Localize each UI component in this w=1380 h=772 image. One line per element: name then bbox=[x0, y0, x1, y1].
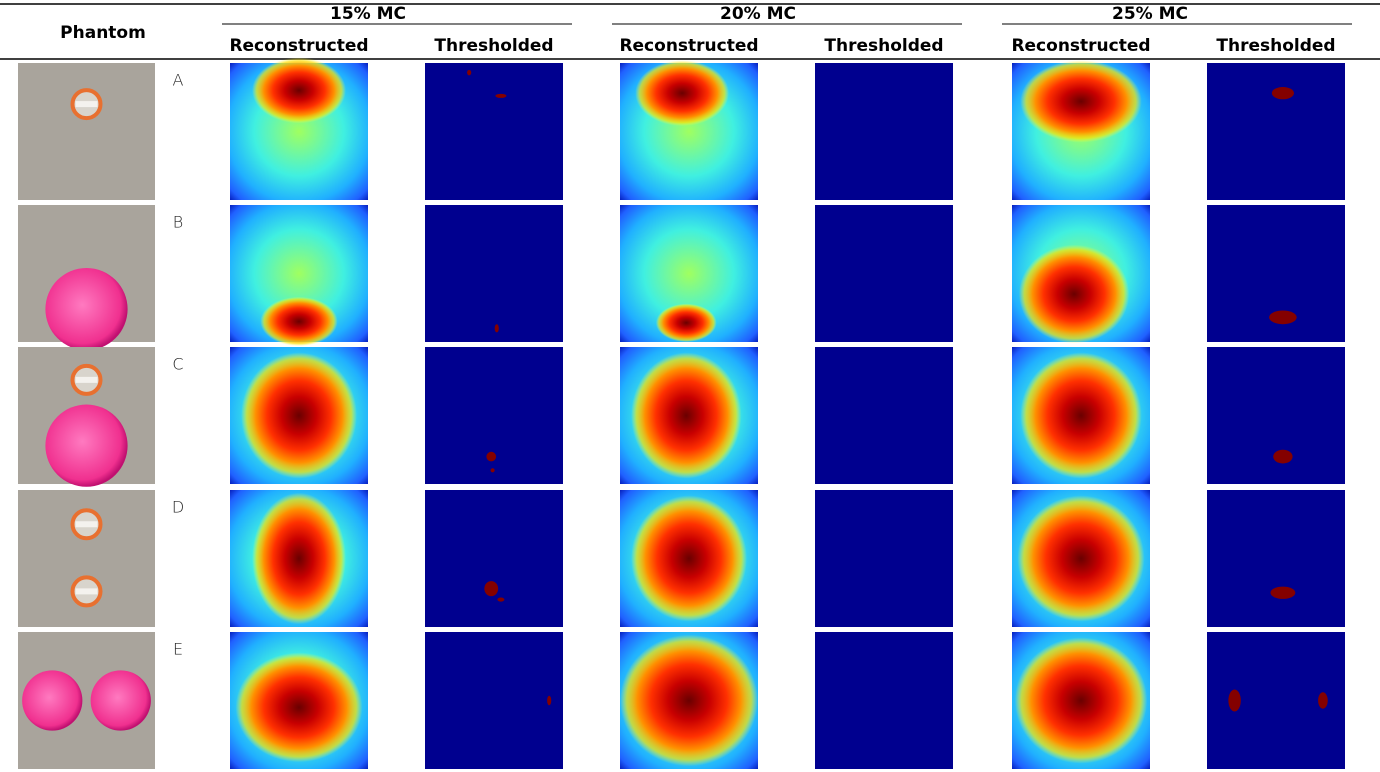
hot-region bbox=[1020, 352, 1141, 478]
row-label: A bbox=[173, 71, 184, 90]
thresholded-image bbox=[425, 347, 563, 484]
hot-region bbox=[260, 297, 337, 346]
thresholded-image bbox=[815, 347, 953, 484]
threshold-spot bbox=[1318, 692, 1328, 708]
threshold-spot bbox=[547, 696, 551, 706]
row-label: C bbox=[172, 355, 183, 374]
threshold-spot bbox=[497, 598, 504, 602]
row-label: E bbox=[173, 640, 183, 659]
sub-header: Thresholded bbox=[434, 36, 553, 56]
hot-region bbox=[631, 352, 741, 478]
container-label bbox=[76, 377, 98, 383]
container-label bbox=[76, 588, 98, 594]
phantom-photo bbox=[18, 63, 155, 200]
threshold-spot bbox=[484, 581, 498, 596]
hot-region bbox=[252, 58, 346, 124]
cells bbox=[18, 58, 1345, 769]
thresholded-image bbox=[815, 205, 953, 342]
threshold-spot bbox=[1273, 450, 1292, 464]
thresholded-image bbox=[1207, 63, 1345, 200]
sub-header: Reconstructed bbox=[1011, 36, 1150, 56]
hot-region bbox=[635, 60, 729, 126]
thresholded-image bbox=[1207, 490, 1345, 627]
hot-region bbox=[236, 653, 363, 763]
thresholded-image bbox=[815, 63, 953, 200]
hot-region bbox=[1015, 637, 1147, 763]
threshold-spot bbox=[1269, 310, 1297, 324]
threshold-spot bbox=[1270, 587, 1295, 599]
sub-header: Reconstructed bbox=[229, 36, 368, 56]
thresholded-image bbox=[425, 63, 563, 200]
container-disc bbox=[45, 268, 127, 350]
hot-region bbox=[1019, 245, 1129, 344]
thresholded-image bbox=[425, 205, 563, 342]
thresholded-image bbox=[425, 632, 563, 769]
group-header: 15% MC bbox=[330, 4, 406, 24]
hot-region bbox=[241, 352, 357, 478]
container-disc bbox=[91, 670, 151, 730]
group-header: 25% MC bbox=[1112, 4, 1188, 24]
row-label: B bbox=[173, 213, 183, 232]
container-label bbox=[76, 101, 98, 107]
row-label: D bbox=[172, 498, 184, 517]
hot-region bbox=[631, 495, 747, 621]
thresholded-image bbox=[815, 632, 953, 769]
figure-table: Phantom 15% MC 20% MC 25% MC Reconstructed T… bbox=[0, 0, 1380, 772]
hot-region bbox=[252, 493, 346, 625]
container-disc bbox=[22, 670, 82, 730]
container-disc bbox=[45, 405, 127, 487]
hot-region bbox=[656, 304, 717, 342]
thresholded-image bbox=[815, 490, 953, 627]
threshold-spot bbox=[495, 94, 506, 98]
threshold-spot bbox=[486, 452, 496, 462]
threshold-spot bbox=[495, 324, 499, 332]
hot-region bbox=[1020, 60, 1141, 142]
threshold-spot bbox=[467, 70, 471, 75]
threshold-spot bbox=[1272, 87, 1294, 99]
hot-region bbox=[1018, 495, 1145, 621]
thresholded-image bbox=[425, 490, 563, 627]
container-label bbox=[76, 521, 98, 527]
thresholded-image bbox=[1207, 347, 1345, 484]
group-header: 20% MC bbox=[720, 4, 796, 24]
hot-region bbox=[620, 635, 758, 767]
threshold-spot bbox=[491, 468, 495, 472]
threshold-spot bbox=[1228, 690, 1240, 712]
sub-header: Reconstructed bbox=[619, 36, 758, 56]
sub-header: Thresholded bbox=[1216, 36, 1335, 56]
phantom-header: Phantom bbox=[60, 23, 146, 43]
sub-header: Thresholded bbox=[824, 36, 943, 56]
